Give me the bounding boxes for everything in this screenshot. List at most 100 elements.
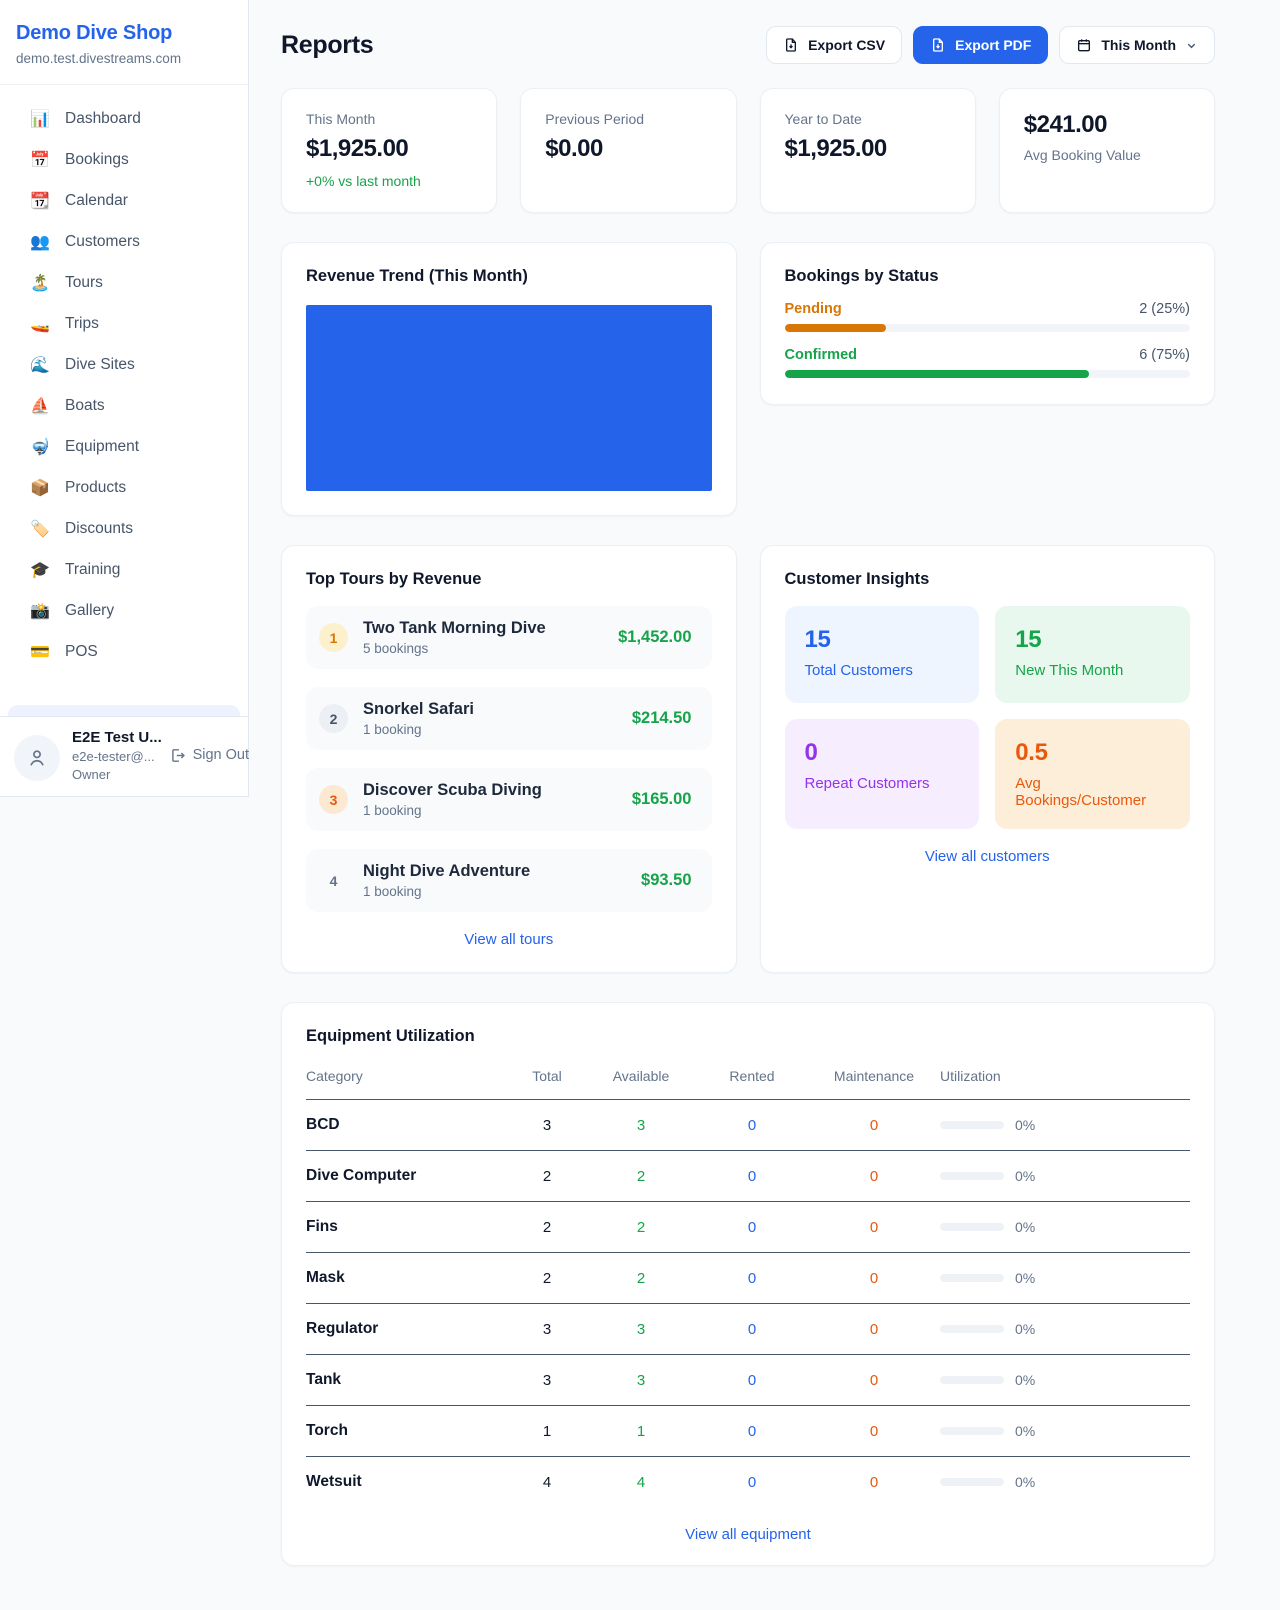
chevron-down-icon xyxy=(1187,43,1196,48)
utilization-bar xyxy=(940,1325,1004,1333)
table-row: Fins 2 2 0 0 0% xyxy=(306,1202,1190,1253)
customer-insights-card: Customer Insights 15 Total Customers 15 … xyxy=(759,545,1215,973)
sidebar-item-equipment[interactable]: 🤿 Equipment xyxy=(30,438,140,456)
sidebar-item-customers[interactable]: 👥 Customers xyxy=(30,233,140,251)
stat-card-previous-period: Previous Period $0.00 xyxy=(520,88,737,213)
dashboard-icon: 📊 xyxy=(30,111,50,128)
shop-name: Demo Dive Shop xyxy=(16,22,173,44)
stats-row: This Month $1,925.00 +0% vs last month P… xyxy=(281,88,1215,213)
island-icon: 🏝️ xyxy=(30,275,50,292)
rank-badge: 3 xyxy=(319,785,348,814)
person-icon xyxy=(30,750,44,766)
equipment-table: Category Total Available Rented Maintena… xyxy=(306,1058,1190,1507)
sidebar-item-gallery[interactable]: 📸 Gallery xyxy=(30,602,115,620)
sidebar-item-dashboard[interactable]: 📊 Dashboard xyxy=(30,110,141,128)
sidebar-item-boats[interactable]: ⛵ Boats xyxy=(30,397,105,415)
sidebar-item-tours[interactable]: 🏝️ Tours xyxy=(30,274,103,292)
equipment-table-header: Category Total Available Rented Maintena… xyxy=(306,1058,1190,1100)
utilization-bar xyxy=(940,1427,1004,1435)
revenue-trend-card: Revenue Trend (This Month) xyxy=(281,242,737,516)
user-meta: E2E Test U... e2e-tester@... Sign Out Ow… xyxy=(72,729,249,782)
logout-icon xyxy=(171,748,185,762)
sidebar-item-discounts[interactable]: 🏷️ Discounts xyxy=(30,520,134,538)
calendar-icon: 📆 xyxy=(30,193,50,210)
utilization-bar xyxy=(940,1223,1004,1231)
rank-badge: 4 xyxy=(329,872,338,889)
sidebar-item-products[interactable]: 📦 Products xyxy=(30,479,127,497)
view-all-equipment-link[interactable]: View all equipment xyxy=(685,1526,811,1543)
sidebar-item-dive-sites[interactable]: 🌊 Dive Sites xyxy=(30,356,135,374)
file-download-icon xyxy=(786,38,797,52)
tile-avg-bookings-customer: 0.5 Avg Bookings/Customer xyxy=(995,719,1190,829)
tile-repeat-customers: 0 Repeat Customers xyxy=(784,719,980,829)
sidebar-item-bookings[interactable]: 📅 Bookings xyxy=(30,151,129,169)
confirmed-bar-track xyxy=(784,370,1190,378)
tour-row[interactable]: 4 Night Dive Adventure 1 booking $93.50 xyxy=(306,849,712,912)
active-nav-item-partial[interactable] xyxy=(8,705,240,716)
sidebar-item-training[interactable]: 🎓 Training xyxy=(30,561,121,579)
brand-block: Demo Dive Shop demo.test.divestreams.com xyxy=(0,0,248,85)
confirmed-bar-fill xyxy=(784,370,1089,378)
equipment-utilization-card: Equipment Utilization Category Total Ava… xyxy=(281,1002,1215,1566)
table-row: Torch 1 1 0 0 0% xyxy=(306,1406,1190,1457)
revenue-trend-title: Revenue Trend (This Month) xyxy=(306,267,528,285)
insight-tiles: 15 Total Customers 15 New This Month 0 R… xyxy=(784,606,1190,829)
rank-badge: 2 xyxy=(319,704,348,733)
top-tours-title: Top Tours by Revenue xyxy=(306,570,482,588)
tour-list: 1 Two Tank Morning Dive 5 bookings $1,45… xyxy=(306,606,712,912)
sailboat-icon: ⛵ xyxy=(30,398,50,415)
sidebar-nav: 📊 Dashboard 📅 Bookings 📆 Calendar 👥 Cust… xyxy=(0,85,248,673)
tour-row[interactable]: 1 Two Tank Morning Dive 5 bookings $1,45… xyxy=(306,606,712,669)
stat-card-this-month: This Month $1,925.00 +0% vs last month xyxy=(281,88,498,213)
user-email: e2e-tester@... xyxy=(72,749,155,764)
view-all-customers-link[interactable]: View all customers xyxy=(924,848,1050,865)
top-tours-card: Top Tours by Revenue 1 Two Tank Morning … xyxy=(281,545,737,973)
view-all-tours-link[interactable]: View all tours xyxy=(464,931,554,948)
sidebar-item-trips[interactable]: 🚤 Trips xyxy=(30,315,99,333)
user-name: E2E Test U... xyxy=(72,729,162,746)
sidebar-item-pos[interactable]: 💳 POS xyxy=(30,643,98,661)
stat-card-year-to-date: Year to Date $1,925.00 xyxy=(759,88,976,213)
revenue-trend-chart xyxy=(306,305,712,491)
shop-domain: demo.test.divestreams.com xyxy=(16,51,182,66)
table-row: BCD 3 3 0 0 0% xyxy=(306,1100,1190,1151)
export-pdf-button[interactable]: Export PDF xyxy=(913,26,1049,64)
insights-row: Top Tours by Revenue 1 Two Tank Morning … xyxy=(281,545,1215,973)
utilization-bar xyxy=(940,1274,1004,1282)
table-row: Regulator 3 3 0 0 0% xyxy=(306,1304,1190,1355)
stat-delta: +0% vs last month xyxy=(306,173,421,189)
credit-card-icon: 💳 xyxy=(30,644,50,661)
period-dropdown[interactable]: This Month xyxy=(1059,26,1215,64)
pending-bar-track xyxy=(784,324,1190,332)
sidebar-item-calendar[interactable]: 📆 Calendar xyxy=(30,192,128,210)
bookings-by-status-card: Bookings by Status Pending 2 (25%) Confi… xyxy=(759,242,1215,405)
rank-badge: 1 xyxy=(319,623,348,652)
tile-total-customers: 15 Total Customers xyxy=(784,606,980,703)
sign-out-button[interactable]: Sign Out xyxy=(169,747,249,764)
header-actions: Export CSV Export PDF This Month xyxy=(766,26,1215,64)
equipment-utilization-title: Equipment Utilization xyxy=(306,1027,475,1045)
utilization-bar xyxy=(940,1478,1004,1486)
charts-row: Revenue Trend (This Month) Bookings by S… xyxy=(281,242,1215,516)
pending-bar-fill xyxy=(784,324,886,332)
export-csv-button[interactable]: Export CSV xyxy=(766,26,903,64)
tile-new-this-month: 15 New This Month xyxy=(995,606,1190,703)
tour-row[interactable]: 3 Discover Scuba Diving 1 booking $165.0… xyxy=(306,768,712,831)
status-row-confirmed: Confirmed 6 (75%) xyxy=(784,347,1190,378)
bookings-by-status-title: Bookings by Status xyxy=(784,267,939,285)
customers-icon: 👥 xyxy=(30,234,50,251)
tour-row[interactable]: 2 Snorkel Safari 1 booking $214.50 xyxy=(306,687,712,750)
main-content: Reports Export CSV Export PDF This Month xyxy=(249,0,1280,1606)
page-header: Reports Export CSV Export PDF This Month xyxy=(281,26,1215,64)
package-icon: 📦 xyxy=(30,480,50,497)
table-row: Mask 2 2 0 0 0% xyxy=(306,1253,1190,1304)
stat-card-avg-booking-value: $241.00 Avg Booking Value xyxy=(998,88,1215,213)
utilization-bar xyxy=(940,1172,1004,1180)
table-row: Tank 3 3 0 0 0% xyxy=(306,1355,1190,1406)
bookings-icon: 📅 xyxy=(30,152,50,169)
page-title: Reports xyxy=(281,30,374,59)
user-role: Owner xyxy=(72,767,111,782)
wave-icon: 🌊 xyxy=(30,357,50,374)
user-panel: E2E Test U... e2e-tester@... Sign Out Ow… xyxy=(0,716,249,796)
utilization-bar xyxy=(940,1376,1004,1384)
